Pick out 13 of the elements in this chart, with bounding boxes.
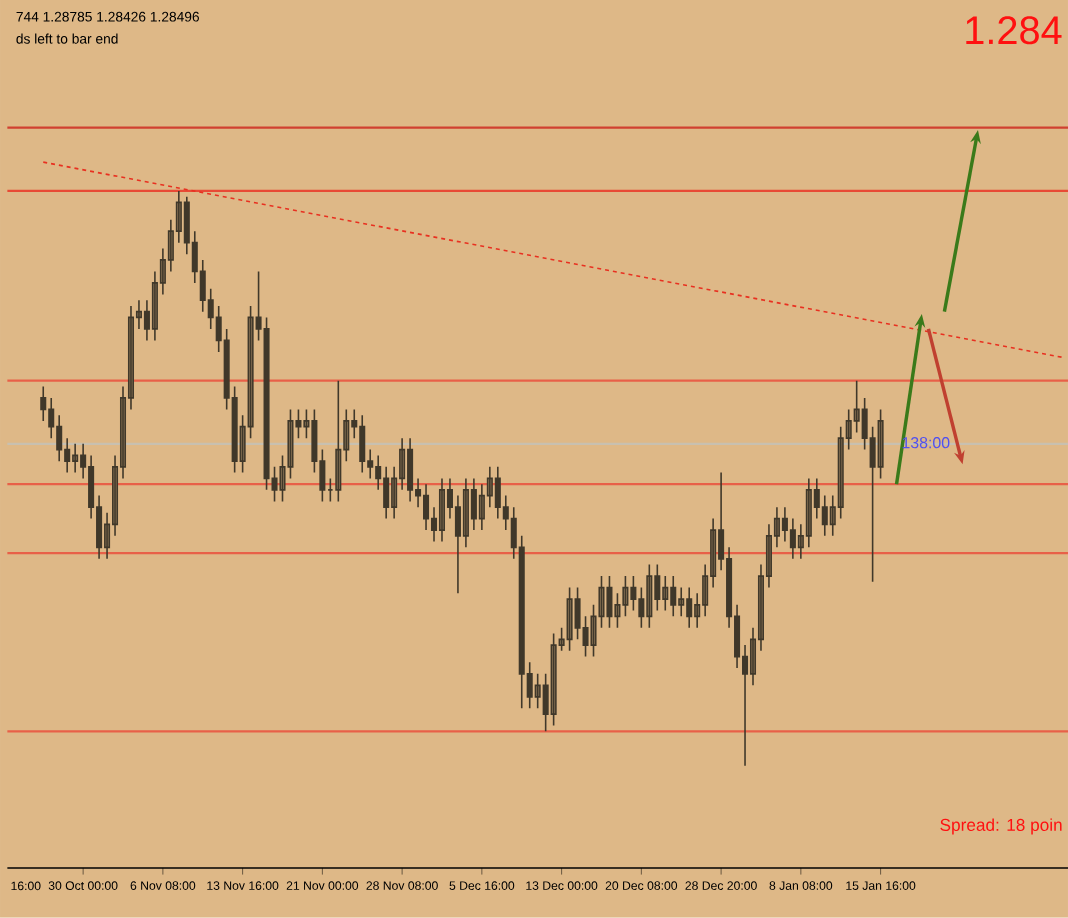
- candlestick: [606, 575, 613, 629]
- candlestick: [407, 437, 414, 503]
- candlestick: [335, 380, 342, 503]
- candlestick: [438, 477, 446, 543]
- candlestick: [686, 587, 693, 629]
- text: Spread: 18 poin: [940, 818, 1062, 835]
- candlestick: [72, 443, 79, 474]
- candlestick: [670, 575, 677, 618]
- candlestick: [646, 564, 653, 629]
- candlestick: [566, 587, 573, 652]
- candlestick: [359, 414, 366, 474]
- candlestick: [550, 633, 557, 727]
- text: 1.284: [966, 16, 1062, 45]
